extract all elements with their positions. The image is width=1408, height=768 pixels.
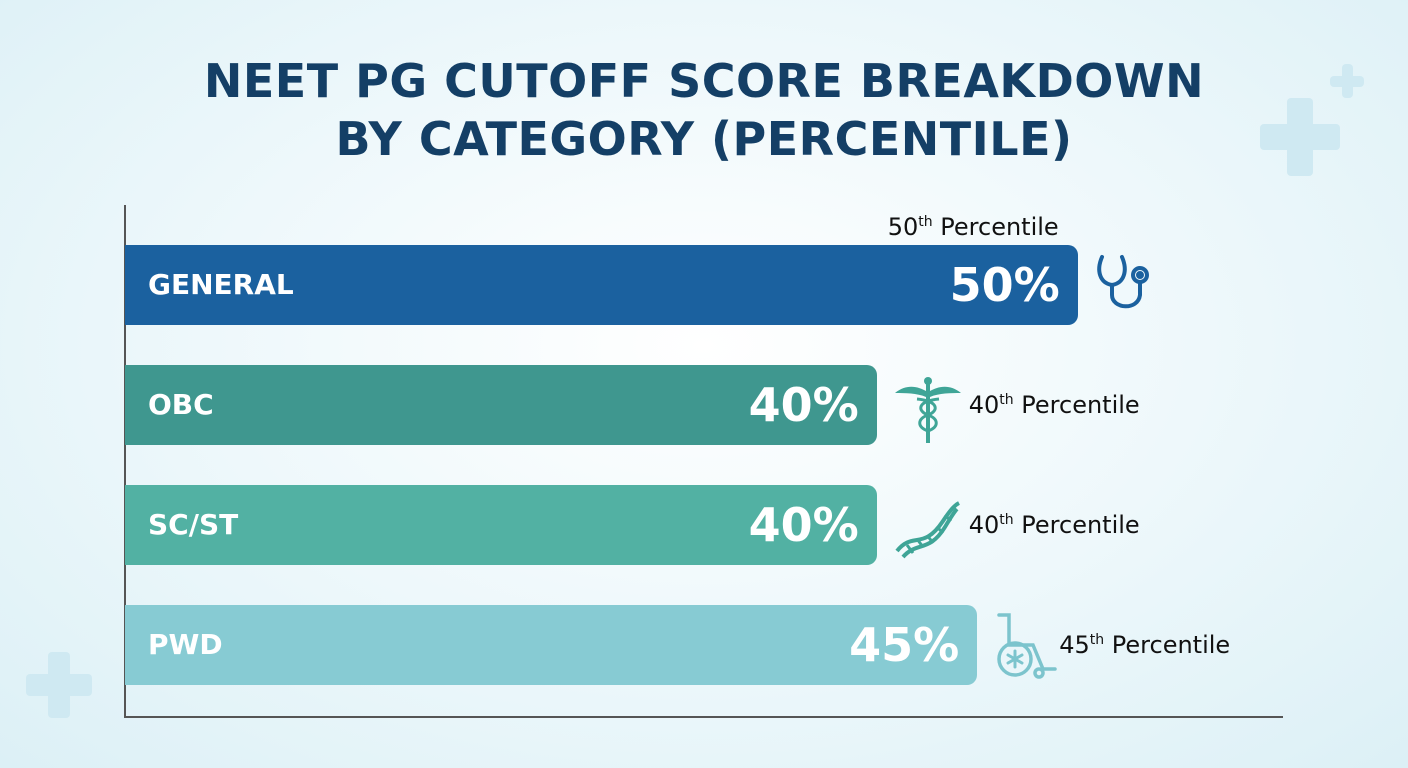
x-axis-line <box>124 716 1283 718</box>
category-label: PWD <box>148 628 223 661</box>
y-axis-line <box>124 205 126 718</box>
decorative-plus-icon <box>1260 98 1340 176</box>
decorative-plus-icon <box>1330 64 1364 98</box>
bar-pwd: PWD 45% <box>125 605 978 685</box>
stethoscope-icon <box>1094 251 1158 320</box>
wheelchair-icon <box>993 611 1063 686</box>
percentile-annotation: 40th Percentile <box>968 511 1140 539</box>
value-label: 45% <box>849 618 960 672</box>
value-label: 50% <box>949 258 1060 312</box>
category-label: GENERAL <box>148 268 294 301</box>
dna-icon <box>893 491 963 566</box>
value-label: 40% <box>748 378 859 432</box>
bar-general: GENERAL 50% <box>125 245 1078 325</box>
category-label: OBC <box>148 388 214 421</box>
bar-obc: OBC 40% <box>125 365 877 445</box>
caduceus-icon <box>893 371 963 450</box>
percentile-annotation: 40th Percentile <box>968 391 1140 419</box>
chart-title-line-1: NEET PG CUTOFF SCORE BREAKDOWN <box>203 54 1205 108</box>
value-label: 40% <box>748 498 859 552</box>
decorative-plus-icon <box>26 652 92 718</box>
bar-sc-st: SC/ST 40% <box>125 485 877 565</box>
chart-title: NEET PG CUTOFF SCORE BREAKDOWN BY CATEGO… <box>0 52 1408 168</box>
percentile-annotation: 45th Percentile <box>1059 631 1231 659</box>
chart-title-line-2: BY CATEGORY (PERCENTILE) <box>335 112 1073 166</box>
category-label: SC/ST <box>148 508 239 541</box>
percentile-annotation: 50th Percentile <box>887 213 1059 241</box>
